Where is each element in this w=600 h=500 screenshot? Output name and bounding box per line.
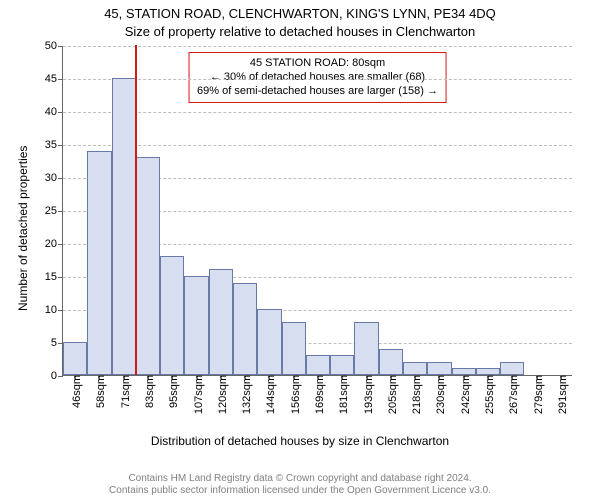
x-tick-label: 230sqm <box>431 375 447 414</box>
grid-line <box>63 79 572 80</box>
y-tick-label: 15 <box>45 271 63 283</box>
histogram-bar <box>87 151 111 375</box>
histogram-bar <box>476 368 500 375</box>
y-tick-label: 0 <box>51 370 63 382</box>
plot-area: 45 STATION ROAD: 80sqm ← 30% of detached… <box>62 46 572 376</box>
y-tick-label: 45 <box>45 73 63 85</box>
y-tick-label: 20 <box>45 238 63 250</box>
annotation-line-3: 69% of semi-detached houses are larger (… <box>197 85 438 99</box>
histogram-bar <box>136 157 160 375</box>
histogram-bar <box>257 309 281 375</box>
x-tick-label: 58sqm <box>91 375 107 408</box>
y-tick-label: 5 <box>51 337 63 349</box>
x-tick-label: 132sqm <box>237 375 253 414</box>
histogram-bar <box>452 368 476 375</box>
y-tick-label: 10 <box>45 304 63 316</box>
x-axis-label: Distribution of detached houses by size … <box>0 434 600 448</box>
x-tick-label: 95sqm <box>164 375 180 408</box>
x-tick-label: 144sqm <box>261 375 277 414</box>
x-tick-label: 279sqm <box>529 375 545 414</box>
y-axis-label: Number of detached properties <box>16 146 30 311</box>
chart-container: 45, STATION ROAD, CLENCHWARTON, KING'S L… <box>0 0 600 500</box>
histogram-bar <box>306 355 330 375</box>
x-tick-label: 169sqm <box>310 375 326 414</box>
histogram-bar <box>330 355 354 375</box>
x-tick-label: 107sqm <box>189 375 205 414</box>
y-tick-label: 40 <box>45 106 63 118</box>
histogram-bar <box>233 283 257 375</box>
x-tick-label: 291sqm <box>553 375 569 414</box>
y-tick-label: 35 <box>45 139 63 151</box>
grid-line <box>63 145 572 146</box>
x-tick-label: 120sqm <box>213 375 229 414</box>
histogram-bar <box>379 349 403 375</box>
histogram-bar <box>184 276 208 375</box>
x-tick-label: 71sqm <box>116 375 132 408</box>
histogram-bar <box>63 342 87 375</box>
chart-title-line1: 45, STATION ROAD, CLENCHWARTON, KING'S L… <box>0 6 600 21</box>
x-tick-label: 255sqm <box>480 375 496 414</box>
x-tick-label: 46sqm <box>67 375 83 408</box>
x-tick-label: 193sqm <box>359 375 375 414</box>
histogram-bar <box>112 78 136 375</box>
histogram-bar <box>354 322 378 375</box>
x-tick-label: 267sqm <box>504 375 520 414</box>
histogram-bar <box>282 322 306 375</box>
histogram-bar <box>500 362 524 375</box>
histogram-bar <box>209 269 233 375</box>
annotation-line-1: 45 STATION ROAD: 80sqm <box>197 57 438 71</box>
x-tick-label: 218sqm <box>407 375 423 414</box>
annotation-box: 45 STATION ROAD: 80sqm ← 30% of detached… <box>188 52 447 103</box>
y-tick-label: 50 <box>45 40 63 52</box>
y-tick-label: 30 <box>45 172 63 184</box>
x-tick-label: 205sqm <box>383 375 399 414</box>
footer-line-2: Contains public sector information licen… <box>0 485 600 497</box>
x-tick-label: 83sqm <box>140 375 156 408</box>
histogram-bar <box>427 362 451 375</box>
grid-line <box>63 112 572 113</box>
grid-line <box>63 46 572 47</box>
annotation-line-2: ← 30% of detached houses are smaller (68… <box>197 71 438 85</box>
x-tick-label: 242sqm <box>456 375 472 414</box>
histogram-bar <box>160 256 184 375</box>
x-tick-label: 156sqm <box>286 375 302 414</box>
highlight-marker-line <box>135 45 137 375</box>
footer-attribution: Contains HM Land Registry data © Crown c… <box>0 473 600 496</box>
x-tick-label: 181sqm <box>334 375 350 414</box>
histogram-bar <box>403 362 427 375</box>
footer-line-1: Contains HM Land Registry data © Crown c… <box>0 473 600 485</box>
chart-title-line2: Size of property relative to detached ho… <box>0 24 600 39</box>
y-tick-label: 25 <box>45 205 63 217</box>
